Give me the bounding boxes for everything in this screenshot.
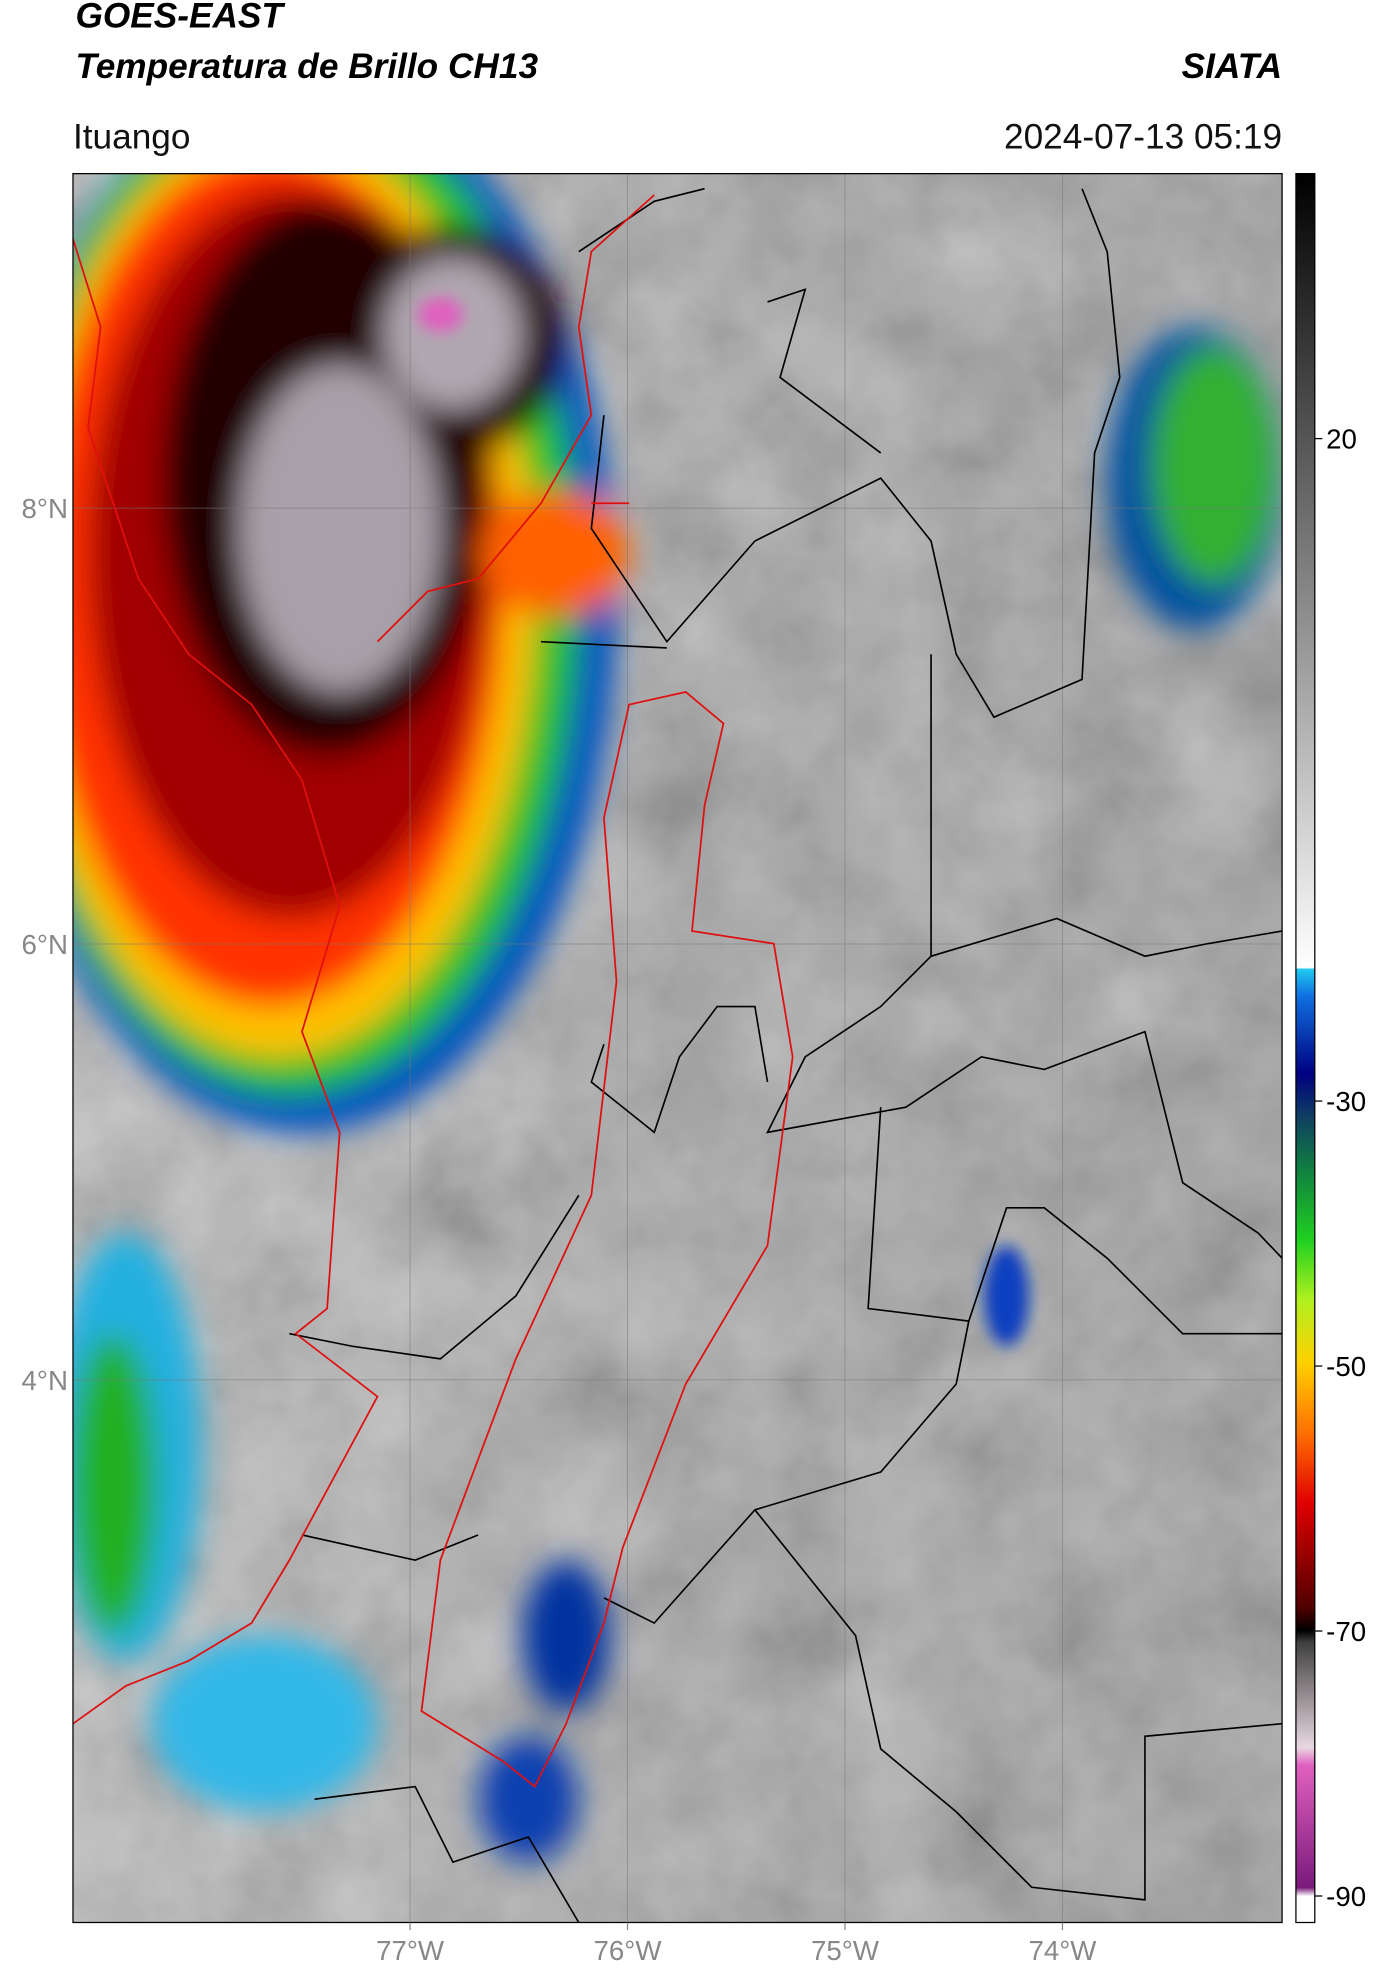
subtitle: Temperatura de Brillo CH13 [75, 47, 538, 86]
colorbar-tick-label: -50 [1326, 1351, 1366, 1382]
satellite-image [72, 173, 1283, 1923]
colorbar-tick-label: 20 [1326, 424, 1357, 455]
colorbar-tick-label: -70 [1326, 1616, 1366, 1647]
axis-labels: 77°W 76°W 75°W 74°W 8°N 6°N 4°N [22, 493, 1098, 1966]
x-tick-label: 75°W [811, 1935, 880, 1966]
colorbar-tick-label: -90 [1326, 1881, 1366, 1912]
datetime: 2024-07-13 05:19 [1004, 117, 1282, 156]
colorbar [1295, 172, 1316, 1924]
graticule [72, 173, 1283, 1923]
y-tick-label: 8°N [22, 493, 68, 524]
x-tick-label: 76°W [594, 1935, 663, 1966]
borders [289, 187, 1283, 1923]
region-outlines [72, 194, 794, 1788]
location: Ituango [73, 117, 191, 156]
source: SIATA [1182, 47, 1282, 86]
colorbar-ticks: 20 -30 -50 -70 -90 [1314, 424, 1366, 1912]
y-tick-label: 6°N [22, 929, 68, 960]
title: GOES-EAST [75, 0, 285, 36]
map-frame [72, 172, 1283, 1924]
colorbar-tick-label: -30 [1326, 1086, 1366, 1117]
y-tick-label: 4°N [22, 1365, 68, 1396]
x-tick-label: 77°W [376, 1935, 445, 1966]
x-tick-label: 74°W [1028, 1935, 1097, 1966]
